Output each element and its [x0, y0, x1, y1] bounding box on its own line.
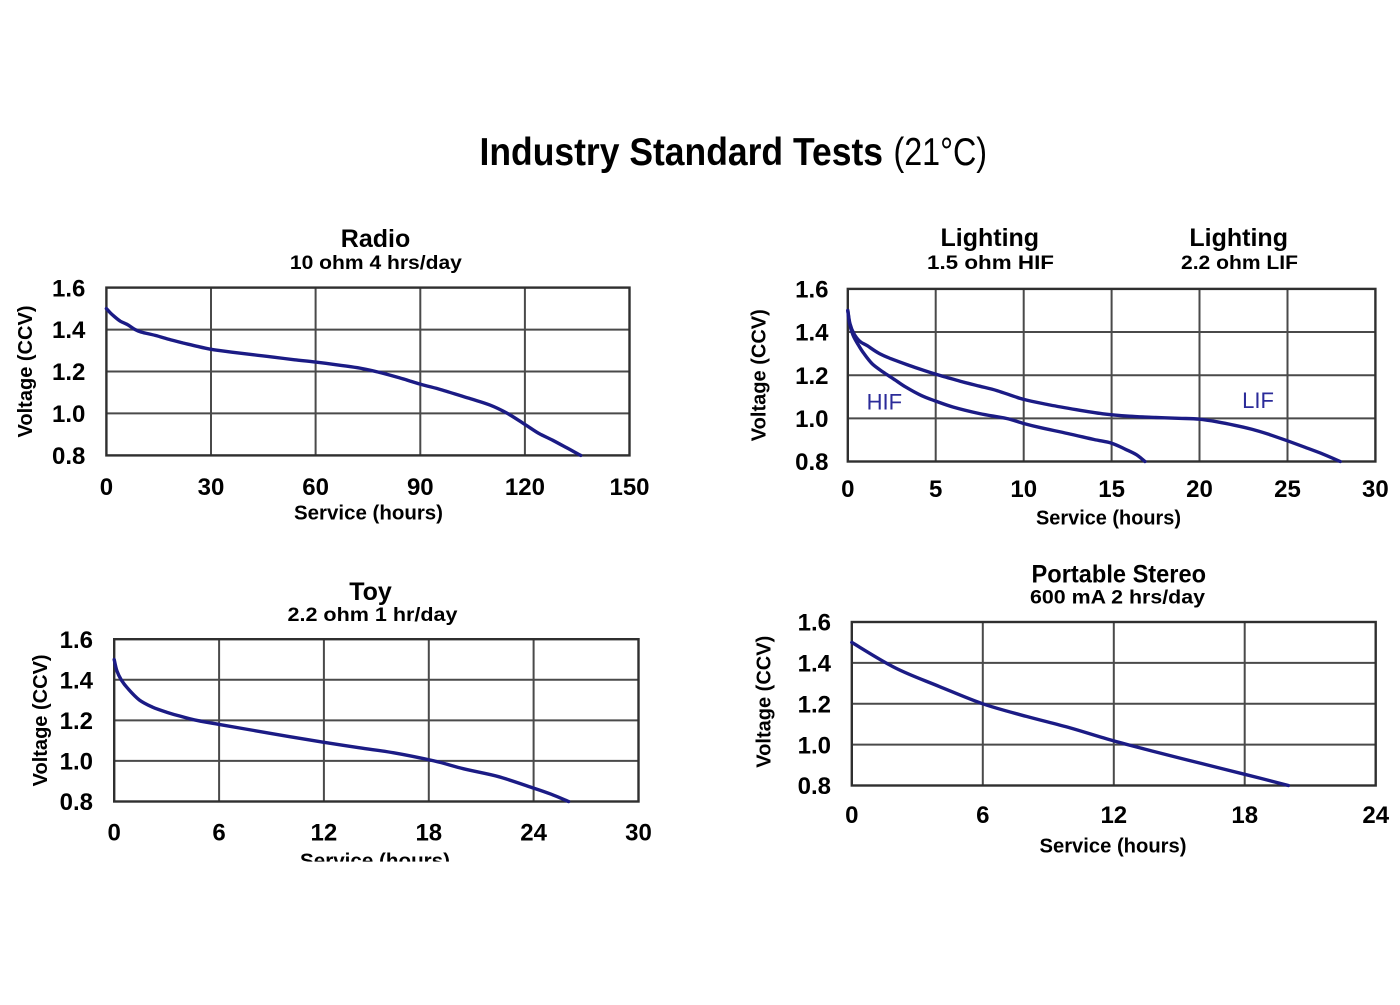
svg-text:Radio: Radio	[341, 225, 410, 253]
svg-text:0.8: 0.8	[52, 443, 85, 470]
svg-text:2.2 ohm LIF: 2.2 ohm LIF	[1181, 253, 1298, 274]
svg-text:600 mA 2 hrs/day: 600 mA 2 hrs/day	[1030, 587, 1205, 608]
svg-text:1.2: 1.2	[798, 692, 831, 719]
svg-text:0: 0	[845, 802, 858, 829]
svg-text:1.0: 1.0	[60, 749, 93, 776]
svg-text:0.8: 0.8	[795, 449, 828, 476]
svg-text:15: 15	[1098, 476, 1125, 503]
svg-text:90: 90	[407, 474, 434, 501]
svg-text:Voltage (CCV): Voltage (CCV)	[754, 636, 776, 768]
svg-text:1.2: 1.2	[60, 708, 93, 735]
svg-text:0.8: 0.8	[60, 789, 93, 816]
svg-text:10 ohm 4 hrs/day: 10 ohm 4 hrs/day	[290, 253, 462, 274]
svg-text:5: 5	[929, 476, 942, 503]
svg-text:1.4: 1.4	[52, 317, 86, 344]
svg-text:Portable Stereo: Portable Stereo	[1032, 561, 1207, 589]
svg-text:12: 12	[311, 819, 338, 846]
svg-text:20: 20	[1186, 476, 1213, 503]
svg-text:6: 6	[212, 819, 225, 846]
svg-text:0.8: 0.8	[798, 773, 831, 800]
svg-text:LIF: LIF	[1242, 388, 1274, 413]
svg-text:150: 150	[609, 474, 649, 501]
svg-text:Voltage (CCV): Voltage (CCV)	[30, 654, 52, 786]
svg-text:Service (hours): Service (hours)	[294, 502, 443, 524]
svg-text:Lighting: Lighting	[1189, 224, 1288, 252]
svg-text:0: 0	[841, 476, 854, 503]
svg-text:Voltage (CCV): Voltage (CCV)	[15, 306, 37, 438]
svg-text:24: 24	[1362, 802, 1389, 829]
svg-text:Industry Standard Tests: Industry Standard Tests	[480, 131, 884, 174]
svg-text:1.0: 1.0	[52, 401, 85, 428]
svg-text:Lighting: Lighting	[941, 224, 1040, 252]
svg-text:1.2: 1.2	[52, 359, 85, 386]
svg-text:1.6: 1.6	[52, 275, 85, 302]
svg-text:0: 0	[108, 819, 121, 846]
svg-text:12: 12	[1100, 802, 1127, 829]
svg-text:30: 30	[625, 819, 652, 846]
svg-text:1.0: 1.0	[798, 732, 831, 759]
svg-text:Toy: Toy	[349, 578, 392, 606]
svg-text:18: 18	[415, 819, 442, 846]
svg-text:1.5 ohm HIF: 1.5 ohm HIF	[927, 253, 1054, 274]
svg-text:120: 120	[505, 474, 545, 501]
svg-text:30: 30	[1362, 476, 1389, 503]
svg-text:24: 24	[520, 819, 547, 846]
svg-text:HIF: HIF	[867, 390, 902, 415]
svg-text:2.2 ohm 1 hr/day: 2.2 ohm 1 hr/day	[288, 605, 458, 626]
svg-text:Service (hours): Service (hours)	[1040, 835, 1187, 857]
svg-text:25: 25	[1274, 476, 1301, 503]
svg-text:1.6: 1.6	[798, 610, 831, 637]
svg-text:1.2: 1.2	[795, 363, 828, 390]
svg-text:18: 18	[1231, 802, 1258, 829]
svg-text:6: 6	[976, 802, 989, 829]
svg-text:30: 30	[198, 474, 225, 501]
svg-text:1.6: 1.6	[60, 627, 93, 654]
svg-text:1.0: 1.0	[795, 406, 828, 433]
svg-text:1.6: 1.6	[795, 277, 828, 304]
svg-text:1.4: 1.4	[798, 651, 832, 678]
svg-text:0: 0	[100, 474, 113, 501]
svg-text:Service (hours): Service (hours)	[1036, 507, 1181, 529]
svg-text:1.4: 1.4	[60, 668, 94, 695]
svg-text:10: 10	[1010, 476, 1037, 503]
svg-text:1.4: 1.4	[795, 320, 829, 347]
svg-text:60: 60	[302, 474, 329, 501]
svg-text:(21°C): (21°C)	[894, 131, 988, 174]
svg-text:Voltage (CCV): Voltage (CCV)	[749, 309, 771, 441]
